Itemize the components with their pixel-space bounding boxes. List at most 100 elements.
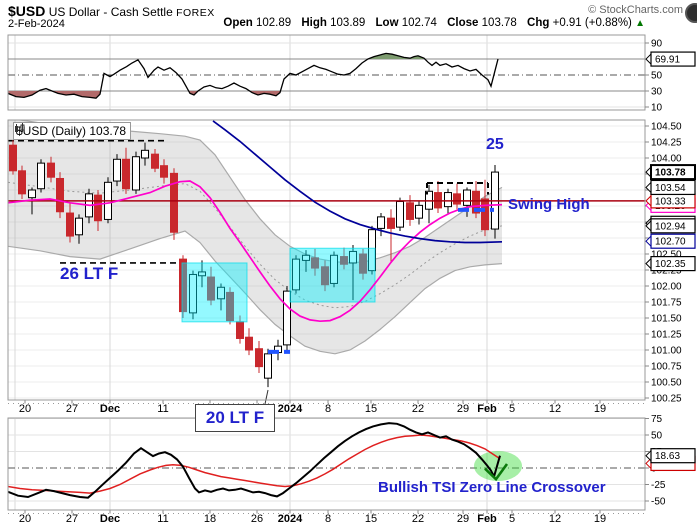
svg-text:22: 22 [412, 513, 424, 525]
low-value: 102.74 [401, 17, 437, 29]
cycle-count-annotation: 25 [486, 136, 504, 153]
candle [283, 286, 291, 352]
high-value: 103.89 [330, 17, 366, 29]
svg-text:30: 30 [651, 87, 663, 98]
candle [311, 248, 319, 276]
open-label: Open [223, 17, 253, 29]
svg-text:15: 15 [365, 513, 377, 525]
svg-text:12: 12 [549, 403, 561, 415]
candle [434, 181, 442, 214]
price-panel-legend[interactable]: $USD (Daily) 103.78 [13, 122, 132, 140]
candle [425, 184, 433, 224]
candle [37, 159, 45, 193]
candle [75, 214, 83, 244]
low-label: Low [375, 17, 399, 29]
candle [264, 348, 272, 388]
lt20-callout-box: 20 LT F [195, 404, 275, 432]
svg-text:5: 5 [509, 513, 515, 525]
candle [463, 187, 471, 217]
candle [122, 147, 130, 194]
candle [141, 142, 149, 166]
candle [472, 181, 480, 219]
svg-text:27: 27 [66, 403, 78, 415]
svg-text:102.94: 102.94 [655, 221, 686, 232]
svg-text:19: 19 [594, 513, 606, 525]
site-badge-icon [685, 3, 697, 23]
momentum-panel: 90 50 30 10 69.91 [7, 34, 696, 114]
svg-text:18.63: 18.63 [655, 451, 680, 462]
candle [415, 201, 423, 225]
open-value: 102.89 [255, 17, 292, 29]
svg-text:103.78: 103.78 [655, 168, 686, 179]
svg-text:102.70: 102.70 [655, 237, 686, 248]
symbol: $USD [8, 3, 46, 19]
candles [9, 140, 499, 388]
svg-text:Dec: Dec [100, 403, 120, 415]
svg-text:19: 19 [594, 403, 606, 415]
candle [151, 149, 159, 173]
svg-text:90: 90 [651, 39, 663, 50]
candle [113, 154, 121, 187]
lt20-callout-text: 20 LT F [205, 408, 265, 427]
svg-text:102.00: 102.00 [651, 282, 682, 293]
candle [9, 140, 17, 175]
price-panel: 104.50104.25104.00103.75103.50103.25103.… [7, 119, 696, 405]
candle [94, 190, 102, 231]
svg-text:20: 20 [19, 403, 31, 415]
chart-date: 2-Feb-2024 [8, 18, 65, 30]
svg-text:15: 15 [365, 403, 377, 415]
annotation-tool-icon [15, 123, 25, 133]
close-label: Close [447, 17, 479, 29]
candle [198, 260, 206, 288]
svg-text:69.91: 69.91 [655, 55, 680, 66]
svg-text:75: 75 [651, 414, 663, 425]
stockcharts-credit: © StockCharts.com [588, 4, 683, 16]
candle [491, 165, 499, 239]
candle [47, 156, 55, 183]
svg-text:12: 12 [549, 513, 561, 525]
svg-text:101.75: 101.75 [651, 298, 682, 309]
candle [189, 270, 197, 320]
svg-text:104.00: 104.00 [651, 154, 682, 165]
candle [18, 165, 26, 199]
candle [56, 172, 64, 219]
svg-text:11: 11 [157, 403, 168, 415]
candle [255, 341, 263, 374]
svg-text:18: 18 [204, 513, 216, 525]
candle [292, 255, 300, 294]
swing-high-annotation: Swing High [508, 196, 590, 213]
candle [245, 328, 253, 356]
svg-text:100.25: 100.25 [651, 394, 682, 405]
svg-text:Feb: Feb [477, 403, 497, 415]
svg-text:104.25: 104.25 [651, 138, 682, 149]
candle [226, 287, 234, 325]
svg-text:104.50: 104.50 [651, 122, 682, 133]
candle [160, 159, 168, 184]
svg-text:27: 27 [66, 513, 78, 525]
candle [330, 251, 338, 288]
svg-text:22: 22 [412, 403, 424, 415]
candle [207, 266, 215, 306]
svg-text:100.75: 100.75 [651, 362, 682, 373]
candle [359, 248, 367, 280]
x-axis: 20 27 Dec 11 18 26 2024 8 15 22 29 Feb 5 12 19 20 27 Dec 1… [8, 400, 645, 525]
lt26-cycle-annotation: 26 LT F [60, 264, 119, 283]
svg-text:29: 29 [457, 513, 469, 525]
candle [217, 283, 225, 311]
svg-text:101.00: 101.00 [651, 346, 682, 357]
svg-text:2024: 2024 [278, 513, 303, 525]
candle [66, 202, 74, 243]
svg-text:-50: -50 [651, 497, 666, 508]
up-arrow-icon: ▲ [635, 18, 645, 29]
svg-text:Feb: Feb [477, 513, 497, 525]
cyan-highlight-box [181, 262, 248, 323]
candle [387, 209, 395, 262]
candle [453, 183, 461, 210]
exchange: FOREX [176, 7, 215, 19]
svg-text:8: 8 [325, 403, 331, 415]
green-check-icon [484, 463, 509, 482]
svg-text:101.25: 101.25 [651, 330, 682, 341]
quote-strip: Open 102.89 High 103.89 Low 102.74 Close… [216, 17, 645, 29]
